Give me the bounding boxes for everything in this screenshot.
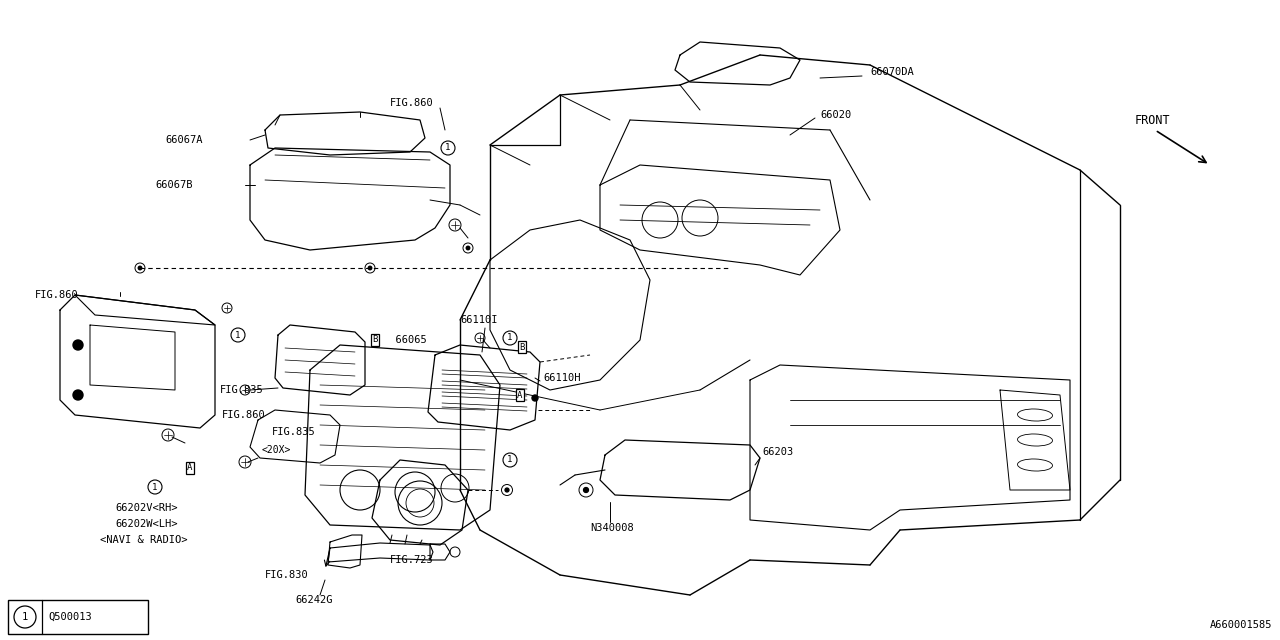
Text: B: B xyxy=(520,342,525,351)
Text: FRONT: FRONT xyxy=(1135,113,1171,127)
Circle shape xyxy=(138,266,142,269)
Bar xyxy=(8,600,148,634)
Text: 1: 1 xyxy=(445,143,451,152)
Text: FIG.835: FIG.835 xyxy=(220,385,264,395)
Text: 66110I: 66110I xyxy=(460,315,498,325)
Circle shape xyxy=(466,246,470,250)
Text: <NAVI & RADIO>: <NAVI & RADIO> xyxy=(100,535,187,545)
Circle shape xyxy=(73,340,83,350)
Text: 66202W<LH>: 66202W<LH> xyxy=(115,519,178,529)
Text: Q500013: Q500013 xyxy=(49,612,92,622)
Text: FIG.860: FIG.860 xyxy=(390,98,434,108)
Text: 1: 1 xyxy=(507,333,513,342)
Text: 66203: 66203 xyxy=(762,447,794,457)
Text: 66065: 66065 xyxy=(383,335,426,345)
Circle shape xyxy=(584,488,589,492)
Text: 1: 1 xyxy=(22,612,28,622)
Circle shape xyxy=(532,395,538,401)
Text: A660001585: A660001585 xyxy=(1210,620,1272,630)
Text: FIG.830: FIG.830 xyxy=(265,570,308,580)
Text: FIG.860: FIG.860 xyxy=(221,410,266,420)
Text: 1: 1 xyxy=(507,456,513,465)
Circle shape xyxy=(73,390,83,400)
Text: 66070DA: 66070DA xyxy=(870,67,914,77)
Text: B: B xyxy=(372,335,378,344)
Text: FIG.835: FIG.835 xyxy=(273,427,316,437)
Text: 1: 1 xyxy=(236,330,241,339)
Text: 66067A: 66067A xyxy=(165,135,202,145)
Text: 66110H: 66110H xyxy=(543,373,581,383)
Text: FIG.723: FIG.723 xyxy=(390,555,434,565)
Text: 66242G: 66242G xyxy=(294,595,333,605)
Text: A: A xyxy=(517,390,522,399)
Text: 66202V<RH>: 66202V<RH> xyxy=(115,503,178,513)
Circle shape xyxy=(506,488,509,492)
Text: FIG.860: FIG.860 xyxy=(35,290,79,300)
Circle shape xyxy=(369,266,371,269)
Text: 66067B: 66067B xyxy=(155,180,192,190)
Text: 1: 1 xyxy=(152,483,157,492)
Text: 66020: 66020 xyxy=(820,110,851,120)
Text: N340008: N340008 xyxy=(590,523,634,533)
Text: A: A xyxy=(187,463,193,472)
Text: <20X>: <20X> xyxy=(262,445,292,455)
